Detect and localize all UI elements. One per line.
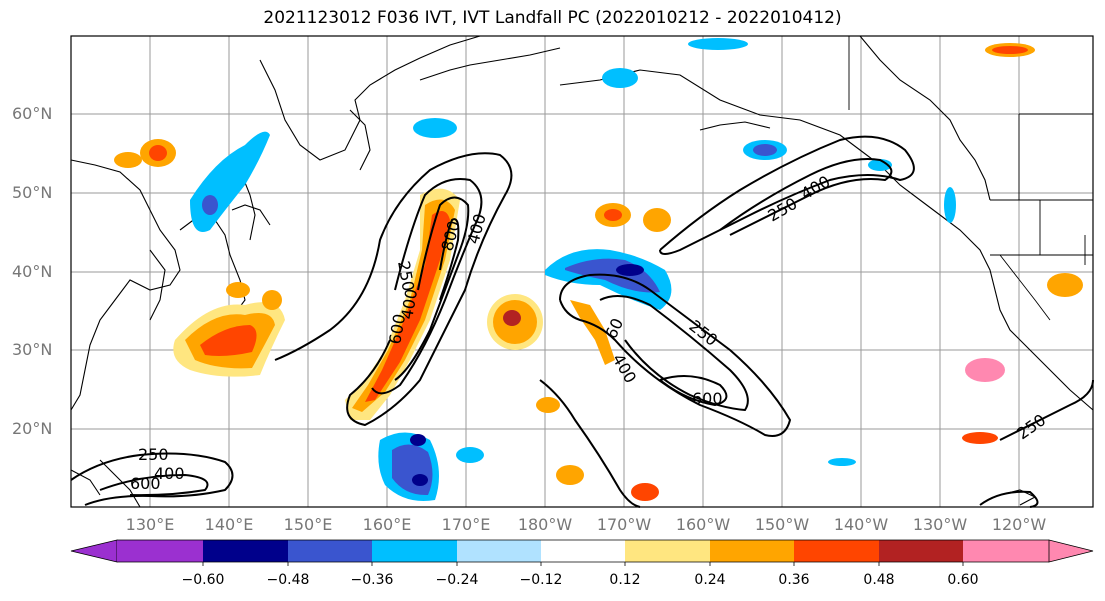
borders (848, 36, 1093, 321)
grid-lines (71, 36, 1093, 507)
lon-label: 170°E (441, 515, 491, 534)
map-title: 2021123012 F036 IVT, IVT Landfall PC (20… (263, 8, 842, 28)
lat-label: 60°N (12, 104, 53, 123)
colorbar-tick-label: 0.48 (863, 572, 895, 588)
lon-label: 140°W (833, 515, 889, 534)
contour-label: 600 (692, 389, 723, 408)
contour-label: 600 (130, 474, 161, 493)
lon-label: 150°E (283, 515, 333, 534)
lon-label: 130°W (912, 515, 968, 534)
colorbar-tick-label: 0.24 (694, 572, 726, 588)
colorbar-tick-label: −0.36 (350, 572, 394, 588)
colorbar-tick-label: −0.60 (181, 572, 225, 588)
lat-label: 40°N (12, 262, 53, 281)
colorbar-tick-label: −0.48 (266, 572, 310, 588)
lon-label: 180°W (517, 515, 573, 534)
lat-label: 50°N (12, 183, 53, 202)
colorbar-tick-label: −0.12 (519, 572, 563, 588)
lat-label: 20°N (12, 419, 53, 438)
colorbar (70, 539, 1094, 566)
map-frame (70, 35, 1094, 508)
colorbar-tick-label: −0.24 (435, 572, 479, 588)
lat-label: 30°N (12, 340, 53, 359)
ivt-contours (70, 135, 1094, 508)
lon-label: 160°W (675, 515, 731, 534)
contour-label: 400 (154, 464, 185, 483)
lon-label: 160°E (362, 515, 412, 534)
lon-label: 150°W (754, 515, 810, 534)
colorbar-tick-label: 0.36 (778, 572, 810, 588)
contour-label: 250 (138, 445, 169, 464)
lon-label: 130°E (125, 515, 175, 534)
lon-label: 140°E (204, 515, 254, 534)
lon-label: 120°W (991, 515, 1047, 534)
colorbar-tick-label: 0.12 (609, 572, 641, 588)
lon-label: 170°W (596, 515, 652, 534)
colorbar-tick-label: 0.60 (947, 572, 979, 588)
